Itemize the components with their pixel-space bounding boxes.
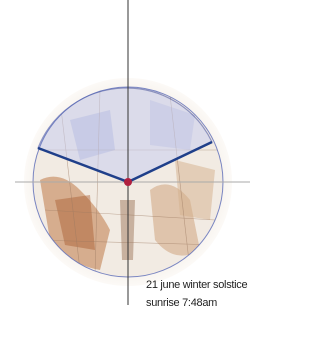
- caption-line: sunrise 7:48am: [146, 297, 217, 309]
- caption-line: 21 june winter solstice: [146, 279, 248, 291]
- diagram: 21 june winter solstice sunrise 7:48am: [0, 0, 310, 360]
- center-marker: [124, 178, 132, 186]
